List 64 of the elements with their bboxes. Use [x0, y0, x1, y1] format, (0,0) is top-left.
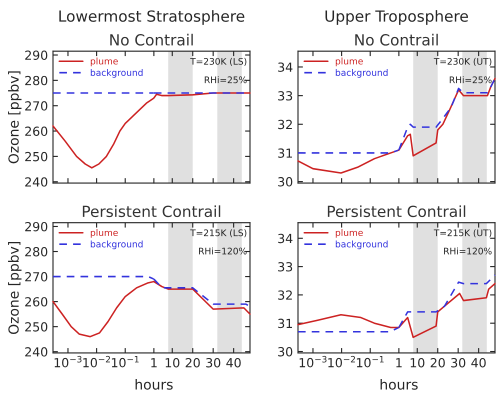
y-axis-title: Ozone [ppbv]: [8, 242, 22, 334]
x-tick-label: 30: [451, 358, 466, 368]
chart-title: Persistent Contrail: [82, 205, 220, 218]
y-tick-label: 30: [278, 177, 292, 187]
y-tick-label: 290: [25, 50, 48, 60]
y-tick-label: 280: [25, 246, 48, 256]
y-tick-label: 31: [278, 148, 292, 158]
x-tick-label: 10$^{−3}$: [54, 356, 82, 368]
y-tick-label: 32: [278, 120, 292, 130]
legend-label: plume: [336, 58, 363, 66]
x-tick-label: 10$^{−2}$: [328, 356, 355, 368]
x-tick-label: 1: [396, 358, 402, 368]
y-tick-label: 280: [25, 76, 48, 86]
y-tick-label: 260: [25, 297, 48, 307]
x-tick-label: 10$^{−2}$: [83, 356, 110, 368]
legend-label: plume: [90, 229, 118, 238]
x-tick-label: 10: [410, 358, 424, 368]
annotation: RHi=120%: [199, 247, 247, 254]
x-tick-label: 30: [206, 358, 220, 368]
legend-label: background: [336, 68, 388, 78]
y-tick-label: 33: [278, 91, 292, 101]
chart-title: Upper Troposphere: [326, 10, 468, 25]
annotation: T=230K (LS): [190, 58, 246, 66]
y-tick-label: 33: [278, 262, 292, 272]
y-axis-title: Ozone [ppbv]: [8, 71, 22, 164]
x-axis-title: hours: [136, 378, 173, 390]
y-tick-label: 31: [278, 318, 292, 328]
legend-label: plume: [336, 229, 363, 238]
x-tick-label: 10$^{−3}$: [300, 356, 327, 368]
x-tick-label: 1: [151, 358, 157, 368]
y-tick-label: 260: [25, 126, 48, 136]
annotation: RHi=25%: [204, 76, 247, 84]
x-tick-label: 20: [186, 358, 200, 368]
x-tick-label: 10$^{−1}$: [356, 356, 384, 368]
annotation: T=215K (UT): [434, 229, 492, 238]
y-tick-label: 34: [278, 234, 292, 244]
x-tick-label: 40: [226, 358, 241, 368]
y-tick-label: 270: [25, 101, 48, 111]
x-tick-label: 20: [430, 358, 445, 368]
annotation: RHi=120%: [444, 247, 492, 254]
annotation: RHi=25%: [450, 76, 492, 84]
legend-label: background: [90, 68, 143, 78]
y-tick-label: 270: [25, 272, 48, 282]
y-tick-label: 32: [278, 290, 292, 300]
chart-title: Persistent Contrail: [328, 205, 466, 218]
legend-label: background: [90, 240, 143, 250]
legend-label: background: [336, 240, 388, 250]
y-tick-label: 240: [25, 177, 48, 187]
y-tick-label: 290: [25, 222, 48, 232]
chart-subtitle: No Contrail: [355, 34, 438, 46]
chart-subtitle: No Contrail: [110, 34, 193, 46]
x-axis-title: hours: [380, 378, 418, 390]
y-tick-label: 250: [25, 322, 48, 332]
annotation: T=215K (LS): [190, 229, 246, 238]
y-tick-label: 30: [278, 346, 292, 356]
x-tick-label: 10: [166, 358, 180, 368]
x-tick-label: 40: [471, 358, 486, 368]
annotation: T=230K (UT): [434, 58, 492, 66]
y-tick-label: 34: [278, 62, 292, 72]
chart-title: Lowermost Stratosphere: [59, 10, 244, 25]
y-tick-label: 240: [25, 347, 48, 357]
x-tick-label: 10$^{−1}$: [112, 356, 139, 368]
legend-label: plume: [90, 58, 118, 66]
y-tick-label: 250: [25, 152, 48, 162]
